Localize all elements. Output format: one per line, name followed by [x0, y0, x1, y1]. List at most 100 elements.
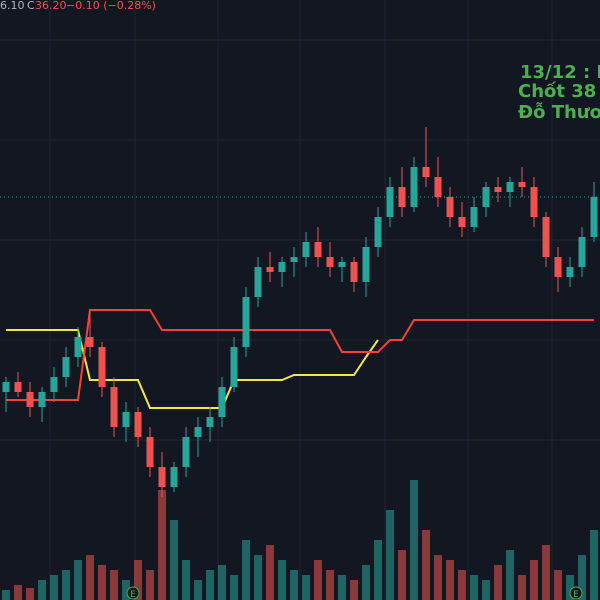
candle-body: [266, 267, 274, 272]
candle-body: [362, 247, 370, 282]
indicator-line: [6, 309, 594, 401]
volume-bar: [122, 580, 130, 600]
annotation: Chốt 38: [518, 81, 596, 102]
candle-body: [182, 437, 190, 467]
candle-body: [254, 267, 262, 297]
candle-body: [338, 262, 346, 267]
volume-bar: [182, 560, 190, 600]
candle-body: [482, 187, 490, 207]
candle-body: [74, 337, 82, 357]
candle-body: [158, 467, 166, 487]
candle-body: [374, 217, 382, 247]
candle-body: [122, 412, 130, 427]
candle-body: [170, 467, 178, 487]
volume-bar: [62, 570, 70, 600]
close-key: C: [27, 0, 35, 12]
candle-body: [542, 217, 550, 257]
candle-body: [50, 377, 58, 392]
volume-bar: [38, 580, 46, 600]
volume-bar: [74, 560, 82, 600]
volume-bar: [2, 590, 10, 600]
candle-body: [134, 412, 142, 437]
earnings-marker[interactable]: E: [126, 586, 140, 600]
volume-bar: [266, 545, 274, 600]
candle-body: [350, 262, 358, 282]
volume-bar: [110, 570, 118, 600]
header: 6.10 C 36.20 −0.10 (−0.28%): [0, 0, 156, 12]
candle-body: [554, 257, 562, 277]
change: −0.10 (−0.28%): [66, 0, 156, 12]
candle-body: [446, 197, 454, 217]
candle-body: [110, 387, 118, 427]
volume-bar: [434, 555, 442, 600]
volume-bar: [590, 530, 598, 600]
candle-body: [2, 382, 10, 392]
volume-bar: [134, 560, 142, 600]
close-value: 36.20: [35, 0, 67, 12]
candle-body: [38, 392, 46, 407]
volume-bar: [542, 545, 550, 600]
candle-body: [494, 187, 502, 192]
volume-bar: [362, 565, 370, 600]
volume-bar: [230, 575, 238, 600]
volume-bar: [554, 570, 562, 600]
candle-body: [86, 337, 94, 347]
indicator-line: [6, 329, 379, 409]
candle-body: [98, 347, 106, 387]
volume-bar: [530, 560, 538, 600]
volume-bar: [170, 520, 178, 600]
candle-body: [398, 187, 406, 207]
candle-body: [278, 262, 286, 272]
candle-body: [470, 207, 478, 227]
candle-body: [26, 392, 34, 407]
candle-body: [506, 182, 514, 192]
candle-body: [518, 182, 526, 187]
candle-body: [62, 357, 70, 377]
volume-bar: [338, 575, 346, 600]
volume-bar: [146, 570, 154, 600]
volume-bar: [326, 570, 334, 600]
volume-bar: [206, 570, 214, 600]
candle-body: [566, 267, 574, 277]
volume-bar: [218, 565, 226, 600]
volume-bar: [242, 540, 250, 600]
candle-body: [530, 187, 538, 217]
volume-bar: [482, 580, 490, 600]
candle-body: [146, 437, 154, 467]
candle-body: [302, 242, 310, 257]
volume-bar: [374, 540, 382, 600]
volume-bar: [14, 585, 22, 600]
candle-body: [314, 242, 322, 257]
candle-body: [206, 417, 214, 427]
open-fragment: 6.10: [0, 0, 25, 12]
earnings-marker[interactable]: E: [569, 586, 583, 600]
volume-bar: [158, 490, 166, 600]
candle-body: [458, 217, 466, 227]
volume-bar: [26, 588, 34, 600]
marker-label: E: [130, 590, 136, 600]
candle-body: [326, 257, 334, 267]
candle-body: [410, 167, 418, 207]
volume-bar: [350, 580, 358, 600]
volume-bar: [98, 565, 106, 600]
candle-body: [194, 427, 202, 437]
volume-bar: [50, 575, 58, 600]
candle-body: [590, 197, 598, 237]
volume-bar: [398, 550, 406, 600]
volume-bar: [290, 570, 298, 600]
candle-body: [242, 297, 250, 347]
volume-bar: [314, 560, 322, 600]
marker-label: E: [573, 590, 579, 600]
candle-body: [218, 387, 226, 417]
candle-body: [230, 347, 238, 387]
volume-bar: [386, 510, 394, 600]
volume-bar: [494, 565, 502, 600]
volume-bar: [446, 560, 454, 600]
candle-body: [290, 257, 298, 262]
candle-body: [14, 382, 22, 392]
volume-bar: [86, 555, 94, 600]
marks: [0, 127, 600, 600]
